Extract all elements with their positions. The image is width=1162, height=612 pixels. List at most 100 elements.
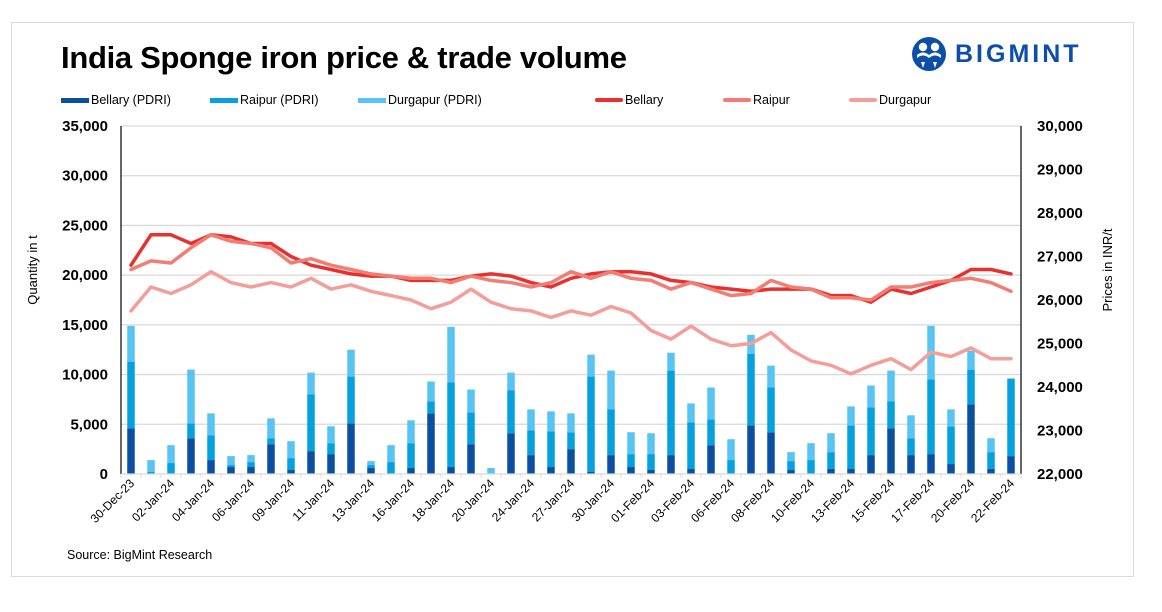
bar-bellary-pdri — [327, 454, 335, 474]
bar-bellary-pdri — [707, 445, 715, 474]
bar-bellary-pdri — [227, 467, 235, 474]
x-tick-label: 24-Jan-24 — [489, 476, 537, 524]
bar-raipur-pdri — [327, 443, 335, 455]
x-tick-label: 16-Jan-24 — [369, 476, 417, 524]
bar-durgapur-pdri — [787, 452, 795, 462]
bar-raipur-pdri — [987, 452, 995, 470]
bar-bellary-pdri — [207, 460, 215, 474]
y-tick-label: 25,000 — [62, 217, 108, 234]
bar-bellary-pdri — [267, 444, 275, 474]
bar-durgapur-pdri — [867, 385, 875, 408]
legend-item-raipur: Raipur — [723, 93, 790, 107]
bar-raipur-pdri — [407, 443, 415, 469]
chart-title: India Sponge iron price & trade volume — [61, 40, 627, 75]
bar-raipur-pdri — [187, 423, 195, 439]
y2-tick-label: 28,000 — [1037, 205, 1083, 222]
bar-raipur-pdri — [947, 426, 955, 465]
bar-bellary-pdri — [607, 455, 615, 474]
bar-durgapur-pdri — [347, 349, 355, 377]
bar-bellary-pdri — [867, 455, 875, 474]
bar-bellary-pdri — [987, 469, 995, 474]
y-tick-label: 0 — [100, 466, 108, 483]
bar-durgapur-pdri — [607, 370, 615, 410]
bar-bellary-pdri — [467, 444, 475, 474]
bar-durgapur-pdri — [247, 455, 255, 463]
left-axis-ticks: 0 5,000 10,000 15,000 20,000 25,000 30,000 35,0… — [62, 118, 108, 483]
bar-durgapur-pdri — [827, 433, 835, 453]
bar-bellary-pdri — [827, 469, 835, 474]
bar-raipur-pdri — [1007, 378, 1015, 457]
bar-bellary-pdri — [847, 469, 855, 474]
right-axis-ticks: 22,000 23,000 24,000 25,000 26,000 27,000 28,0… — [1037, 118, 1083, 483]
bar-raipur-pdri — [127, 361, 135, 429]
legend-label: Raipur (PDRI) — [240, 93, 319, 107]
bar-raipur-pdri — [847, 425, 855, 470]
y-tick-label: 5,000 — [70, 416, 108, 433]
line-raipur — [129, 233, 1013, 302]
bar-raipur-pdri — [227, 465, 235, 468]
bar-bellary-pdri — [927, 454, 935, 474]
bar-raipur-pdri — [787, 461, 795, 471]
bar-raipur-pdri — [347, 376, 355, 424]
bar-raipur-pdri — [587, 376, 595, 473]
legend-item-bellary-pdri: Bellary (PDRI) — [61, 93, 171, 107]
legend-swatch — [849, 98, 877, 102]
bar-durgapur-pdri — [207, 413, 215, 436]
bar-raipur-pdri — [967, 369, 975, 405]
bar-raipur-pdri — [267, 438, 275, 445]
bar-raipur-pdri — [367, 465, 375, 469]
bar-durgapur-pdri — [987, 438, 995, 453]
bar-durgapur-pdri — [127, 325, 135, 362]
bar-bellary-pdri — [747, 425, 755, 474]
bar-bellary-pdri — [527, 455, 535, 474]
line-durgapur — [129, 269, 1013, 376]
legend-swatch — [210, 97, 238, 103]
bigmint-logo: BIGMINT — [911, 36, 1082, 72]
bar-bellary-pdri — [627, 467, 635, 474]
bar-bellary-pdri — [887, 428, 895, 474]
bar-bellary-pdri — [247, 467, 255, 474]
y-tick-label: 20,000 — [62, 267, 108, 284]
bar-raipur-pdri — [287, 458, 295, 471]
bar-bellary-pdri — [907, 455, 915, 474]
bar-durgapur-pdri — [307, 372, 315, 395]
bar-durgapur-pdri — [407, 420, 415, 444]
x-tick-label: 13-Jan-24 — [329, 476, 377, 524]
bar-durgapur-pdri — [167, 445, 175, 464]
bar-durgapur-pdri — [947, 409, 955, 427]
x-tick-label: 30-Dec-23 — [88, 476, 138, 526]
x-tick-label: 02-Jan-24 — [129, 476, 177, 524]
bar-durgapur-pdri — [367, 461, 375, 466]
bar-raipur-pdri — [307, 394, 315, 452]
bar-bellary-pdri — [947, 464, 955, 474]
bar-durgapur-pdri — [187, 369, 195, 424]
bar-durgapur-pdri — [567, 413, 575, 433]
bar-bellary-pdri — [787, 470, 795, 474]
bar-raipur-pdri — [727, 460, 735, 474]
left-axis-title: Quantity in t — [25, 235, 40, 305]
bar-durgapur-pdri — [467, 389, 475, 413]
bar-raipur-pdri — [627, 454, 635, 468]
bar-durgapur-pdri — [287, 441, 295, 459]
bar-raipur-pdri — [147, 472, 155, 474]
y2-tick-label: 24,000 — [1037, 379, 1083, 396]
bar-durgapur-pdri — [427, 381, 435, 402]
bar-raipur-pdri — [667, 370, 675, 456]
bar-bellary-pdri — [347, 423, 355, 474]
bar-raipur-pdri — [867, 407, 875, 456]
y-tick-label: 35,000 — [62, 118, 108, 135]
bar-bellary-pdri — [127, 428, 135, 474]
y2-tick-label: 29,000 — [1037, 162, 1083, 179]
bar-bellary-pdri — [1007, 456, 1015, 474]
bar-durgapur-pdri — [387, 445, 395, 463]
chart-legend: Bellary (PDRI) Raipur (PDRI) Durgapur (P… — [0, 93, 1162, 111]
bar-durgapur-pdri — [227, 456, 235, 466]
bar-bellary-pdri — [547, 467, 555, 474]
x-tick-label: 20-Jan-24 — [449, 476, 497, 524]
y-tick-label: 10,000 — [62, 367, 108, 384]
bar-raipur-pdri — [927, 379, 935, 455]
bar-raipur-pdri — [207, 435, 215, 461]
x-tick-label: 09-Jan-24 — [249, 476, 297, 524]
source-note: Source: BigMint Research — [67, 548, 213, 562]
bar-durgapur-pdri — [727, 439, 735, 461]
